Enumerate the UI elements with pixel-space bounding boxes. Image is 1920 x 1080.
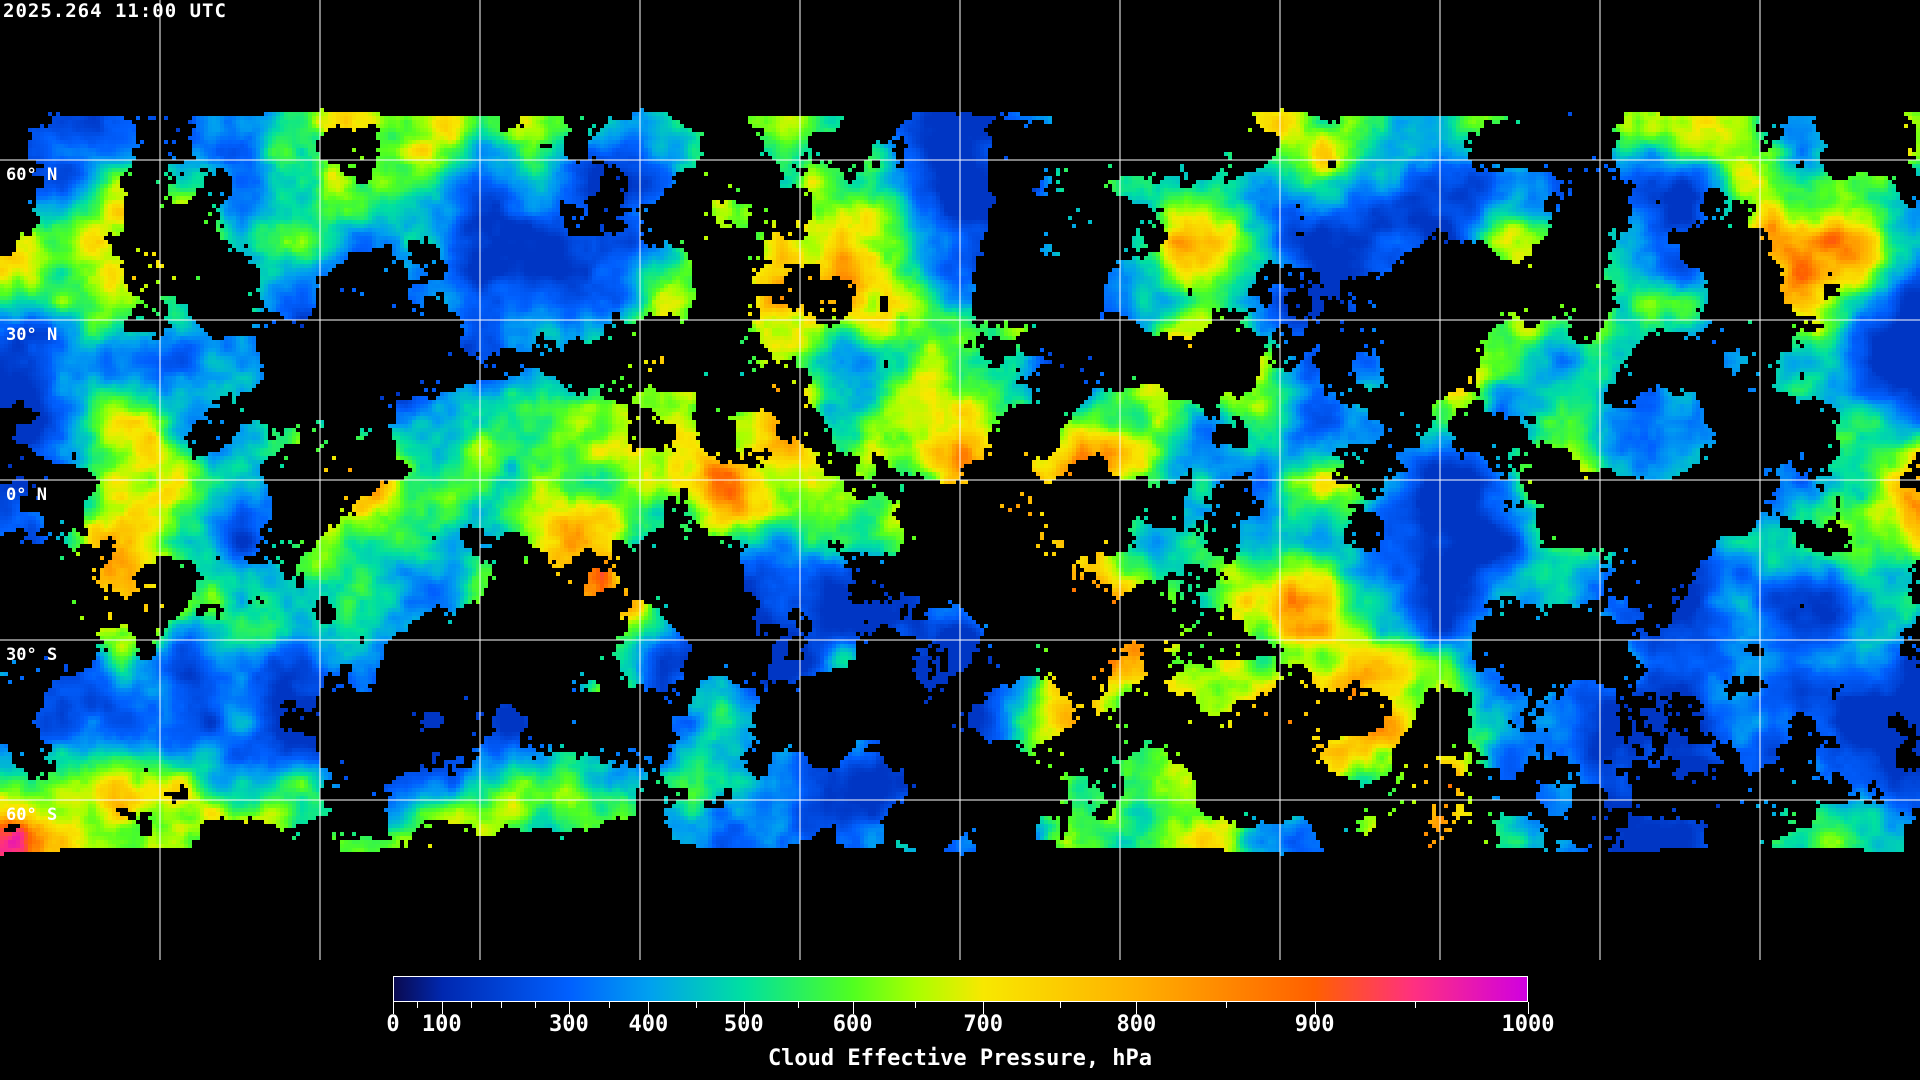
colorbar-tick bbox=[1314, 1002, 1316, 1014]
colorbar-minor-tick bbox=[1225, 1002, 1227, 1008]
colorbar-title: Cloud Effective Pressure, hPa bbox=[767, 1046, 1153, 1071]
colorbar-minor-tick bbox=[534, 1002, 536, 1008]
colorbar-tick bbox=[983, 1002, 985, 1014]
colorbar-minor-tick bbox=[608, 1002, 610, 1008]
colorbar-tick bbox=[393, 1002, 394, 1014]
colorbar-minor-tick bbox=[1059, 1002, 1061, 1008]
colorbar-minor-tick bbox=[696, 1002, 698, 1008]
colorbar-tick-label: 100 bbox=[421, 1012, 462, 1037]
colorbar-tick-label: 300 bbox=[549, 1012, 589, 1037]
colorbar-tick bbox=[441, 1002, 443, 1014]
colorbar-tick-label: 1000 bbox=[1501, 1012, 1555, 1037]
lat-label-30s: 30° S bbox=[6, 645, 58, 665]
colorbar-tick-label: 700 bbox=[963, 1012, 1004, 1037]
lat-label-60s: 60° S bbox=[6, 805, 58, 825]
colorbar-tick-label: 500 bbox=[723, 1012, 764, 1037]
colorbar-tick-label: 600 bbox=[832, 1012, 873, 1037]
colorbar-minor-tick bbox=[500, 1002, 502, 1008]
colorbar-minor-tick bbox=[417, 1002, 419, 1008]
colorbar-minor-tick bbox=[1414, 1002, 1416, 1008]
colorbar-tick bbox=[648, 1002, 650, 1014]
colorbar-tick bbox=[743, 1002, 745, 1014]
lat-lon-grid bbox=[0, 0, 1920, 960]
colorbar-tick-label: 800 bbox=[1116, 1012, 1157, 1037]
lat-label-60n: 60° N bbox=[6, 165, 58, 185]
timestamp: 2025.264 11:00 UTC bbox=[3, 0, 227, 22]
colorbar-tick bbox=[852, 1002, 854, 1014]
colorbar-tick-label: 900 bbox=[1294, 1012, 1335, 1037]
colorbar-minor-tick bbox=[915, 1002, 917, 1008]
colorbar-minor-tick bbox=[471, 1002, 473, 1008]
colorbar-tick bbox=[1528, 1002, 1529, 1014]
lat-label-30n: 30° N bbox=[6, 325, 58, 345]
colorbar-tick-label: 0 bbox=[386, 1012, 400, 1037]
lat-label-0n: 0° N bbox=[6, 485, 47, 505]
colorbar-tick bbox=[568, 1002, 570, 1014]
colorbar-minor-tick bbox=[798, 1002, 800, 1008]
colorbar-tick bbox=[1136, 1002, 1138, 1014]
colorbar bbox=[393, 976, 1528, 1002]
colorbar-tick-label: 400 bbox=[628, 1012, 669, 1037]
